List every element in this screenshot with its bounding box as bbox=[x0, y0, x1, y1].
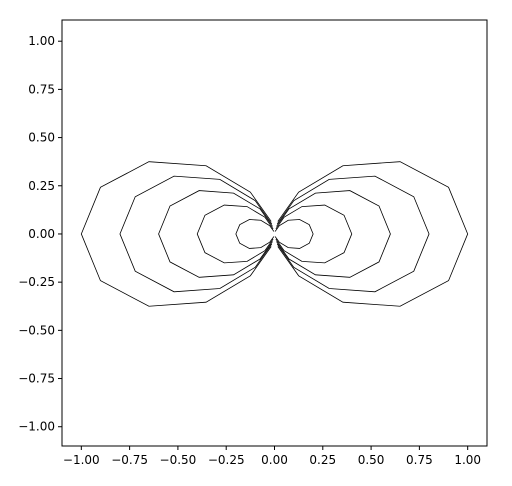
field-line bbox=[275, 204, 353, 264]
field-line bbox=[196, 204, 274, 264]
x-tick-label: −1.00 bbox=[63, 453, 100, 467]
field-line bbox=[158, 190, 273, 278]
y-tick-label: −0.50 bbox=[18, 323, 55, 337]
y-tick-label: 1.00 bbox=[28, 34, 55, 48]
y-tick-label: 0.50 bbox=[28, 131, 55, 145]
x-tick-label: 0.75 bbox=[406, 453, 433, 467]
y-tick-label: 0.25 bbox=[28, 179, 55, 193]
y-tick-label: 0.00 bbox=[28, 227, 55, 241]
x-tick-label: 0.25 bbox=[309, 453, 336, 467]
x-tick-label: −0.50 bbox=[160, 453, 197, 467]
axes-frame bbox=[61, 19, 488, 447]
x-tick-label: 0.00 bbox=[261, 453, 288, 467]
x-tick-label: −0.25 bbox=[208, 453, 245, 467]
x-tick-label: 0.50 bbox=[358, 453, 385, 467]
x-tick-label: −0.75 bbox=[111, 453, 148, 467]
field-line bbox=[274, 219, 314, 249]
field-line bbox=[235, 219, 275, 249]
field-line bbox=[80, 161, 272, 307]
field-line bbox=[276, 175, 430, 293]
field-line bbox=[119, 175, 273, 293]
field-line bbox=[276, 190, 391, 278]
x-tick-label: 1.00 bbox=[454, 453, 481, 467]
y-tick-label: −0.75 bbox=[18, 372, 55, 386]
y-tick-label: −1.00 bbox=[18, 420, 55, 434]
y-tick-label: 0.75 bbox=[28, 82, 55, 96]
y-tick-label: −0.25 bbox=[18, 275, 55, 289]
field-line bbox=[277, 161, 469, 307]
